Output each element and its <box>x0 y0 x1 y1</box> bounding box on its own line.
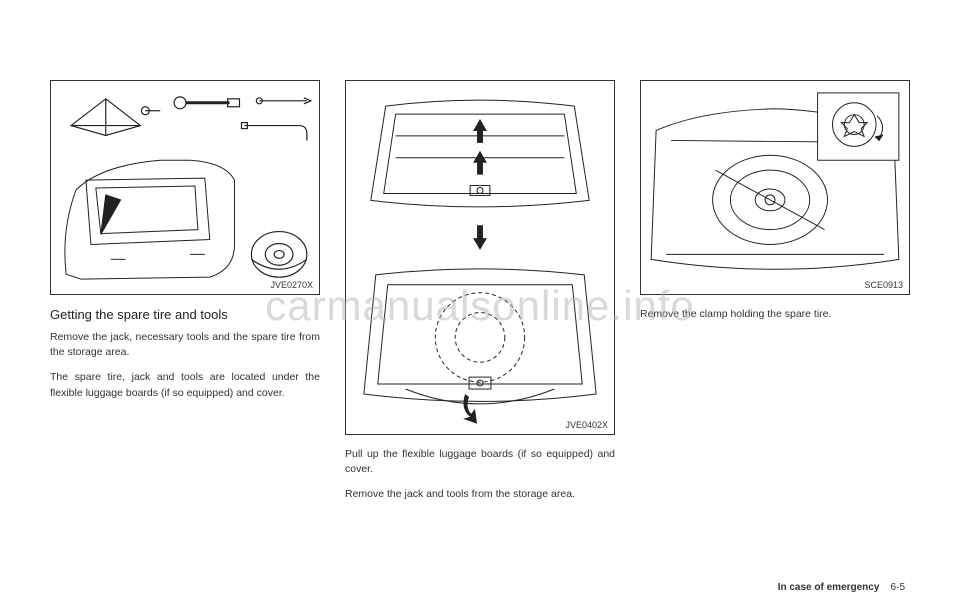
column-2: JVE0402X Pull up the flexible luggage bo… <box>345 80 615 581</box>
page-container: JVE0270X Getting the spare tire and tool… <box>0 0 960 611</box>
col1-p1: Remove the jack, necessary tools and the… <box>50 330 320 360</box>
figure-1-svg <box>51 81 319 294</box>
figure-1-label: JVE0270X <box>270 280 313 290</box>
footer-page: 6-5 <box>891 582 905 593</box>
figure-2-label: JVE0402X <box>565 420 608 430</box>
col3-p1: Remove the clamp holding the spare tire. <box>640 307 910 322</box>
page-footer: In case of emergency 6-5 <box>778 582 905 593</box>
col1-heading: Getting the spare tire and tools <box>50 307 320 322</box>
figure-2-svg <box>346 81 614 434</box>
figure-3-label: SCE0913 <box>864 280 903 290</box>
figure-2: JVE0402X <box>345 80 615 435</box>
col2-p2: Remove the jack and tools from the stora… <box>345 487 615 502</box>
col2-p1: Pull up the flexible luggage boards (if … <box>345 447 615 477</box>
footer-section: In case of emergency <box>778 582 880 593</box>
column-3: SCE0913 Remove the clamp holding the spa… <box>640 80 910 581</box>
figure-1: JVE0270X <box>50 80 320 295</box>
figure-3: SCE0913 <box>640 80 910 295</box>
figure-3-svg <box>641 81 909 294</box>
col1-p2: The spare tire, jack and tools are locat… <box>50 370 320 400</box>
column-1: JVE0270X Getting the spare tire and tool… <box>50 80 320 581</box>
